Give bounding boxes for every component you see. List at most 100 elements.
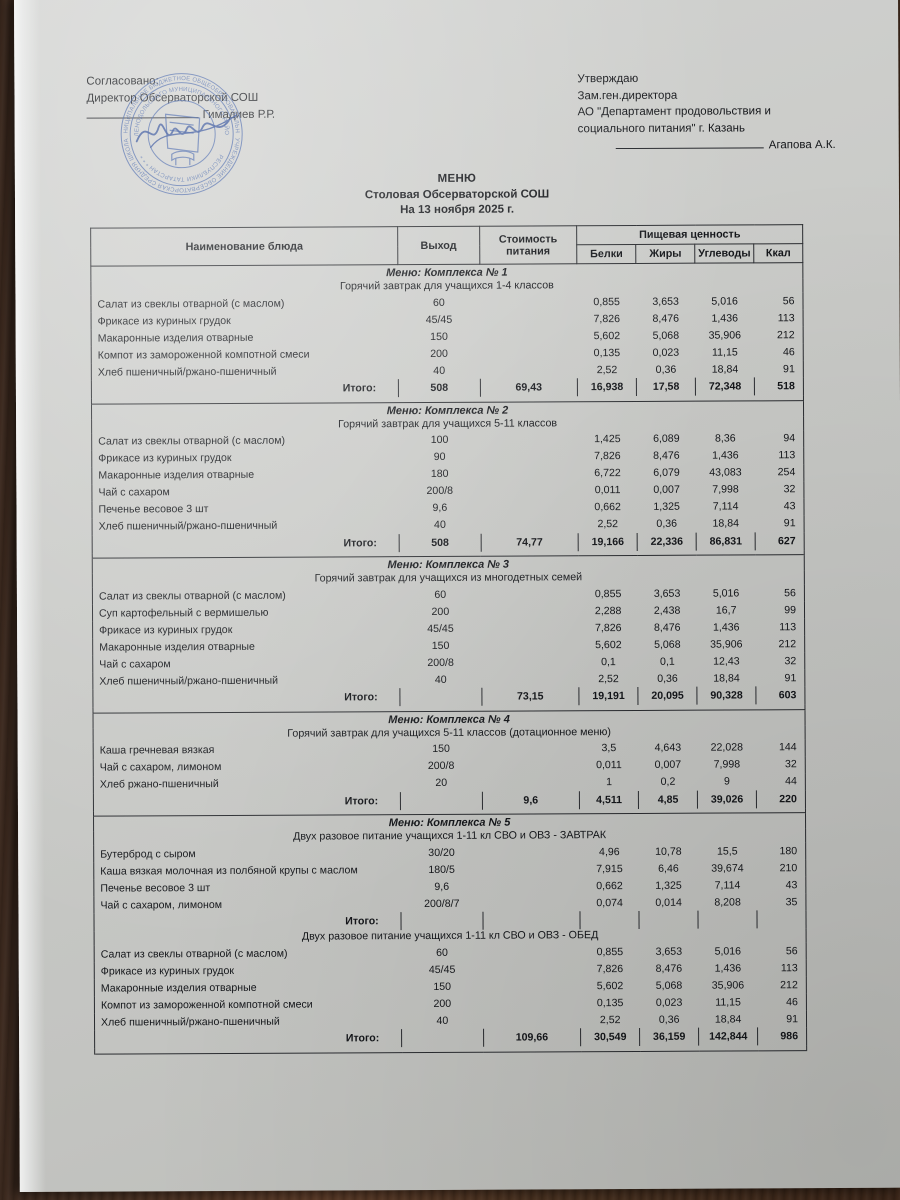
cell-fat: 6,079 [653, 466, 680, 479]
cell-kcal: 56 [755, 584, 805, 602]
cell-cost [483, 943, 581, 960]
cell-carbs: 1,436 [712, 449, 739, 462]
cell-kcal: 91 [757, 1010, 807, 1028]
cell-dish-name: Салат из свеклы отварной (с маслом) [91, 431, 399, 451]
cell-kcal: 144 [756, 738, 806, 756]
cell-kcal: 212 [754, 326, 804, 344]
cell-output: 150 [431, 639, 450, 652]
cell-carbs: 16,7 [715, 603, 737, 617]
cell-carbs: 7,114 [714, 878, 741, 892]
title-date: На 13 ноября 2025 г. [400, 203, 515, 217]
totals-output [400, 687, 482, 707]
cell-cost [481, 516, 579, 533]
totals-carbs: 86,831 [696, 531, 756, 551]
cell-protein: 7,826 [594, 450, 621, 463]
totals-carbs: 39,026 [697, 789, 757, 809]
cell-output: 100 [430, 433, 449, 446]
cell-dish-name: Печенье весовое 3 шт [91, 499, 400, 519]
cell-kcal: 113 [757, 959, 807, 977]
cell-dish-name: Хлеб пшеничный/ржано-пшеничный [92, 671, 401, 690]
cell-carbs: 18,84 [712, 517, 740, 530]
cell-kcal: 56 [754, 292, 804, 310]
cell-dish-name: Чай с сахаром, лимоном [93, 757, 401, 777]
totals-kcal: 627 [755, 531, 805, 550]
cell-cost [482, 843, 580, 860]
cell-protein: 2,52 [599, 1013, 621, 1026]
cell-kcal: 91 [754, 360, 804, 378]
cell-dish-name: Компот из замороженной компотной смеси [94, 995, 402, 1014]
cell-carbs: 18,84 [711, 362, 739, 376]
cell-cost [483, 960, 581, 977]
cell-output: 90 [433, 450, 446, 463]
cell-kcal: 99 [755, 601, 805, 619]
totals-protein [580, 910, 640, 930]
cell-fat: 0,36 [655, 363, 677, 376]
cell-cost [482, 860, 580, 877]
cell-cost [480, 482, 578, 499]
cell-fat: 3,653 [652, 295, 679, 308]
cell-kcal: 43 [755, 497, 805, 515]
cell-carbs: 9 [723, 775, 730, 788]
cell-cost [482, 740, 580, 757]
cell-protein: 5,602 [596, 979, 624, 992]
cell-kcal: 113 [754, 309, 804, 327]
cell-cost [480, 431, 578, 448]
cell-kcal: 32 [755, 480, 804, 498]
cell-output: 60 [434, 588, 447, 601]
cell-dish-name: Фрикасе из куриных грудок [91, 311, 399, 330]
cell-protein: 5,602 [595, 638, 622, 651]
cell-output: 60 [436, 946, 448, 959]
cell-cost [480, 361, 578, 378]
cell-carbs: 5,016 [712, 586, 740, 600]
menu-table-head: Наименование блюда Выход Стоимость питан… [90, 224, 803, 267]
col-carbs: Углеводы [694, 243, 754, 264]
cell-cost [479, 293, 577, 310]
cell-cost [480, 448, 578, 465]
menu-table-body: Меню: Комплекса № 1 Горячий завтрак для у… [90, 262, 807, 1055]
totals-cost [482, 911, 581, 930]
cell-cost [482, 774, 580, 791]
cell-carbs: 35,906 [710, 637, 743, 651]
cell-carbs: 5,016 [714, 944, 742, 958]
cell-dish-name: Каша гречневая вязкая [93, 740, 401, 760]
cell-cost [482, 894, 580, 911]
cell-dish-name: Бутерброд с сыром [93, 844, 401, 863]
cell-output: 40 [434, 518, 446, 531]
cell-fat: 5,068 [655, 979, 683, 992]
cell-output: 9,6 [432, 501, 448, 514]
cell-dish-name: Суп картофельный с вермишелью [92, 603, 400, 622]
cell-dish-name: Хлеб пшеничный/ржано-пшеничный [94, 1012, 402, 1031]
cell-output: 150 [433, 980, 452, 993]
approver-signature-row: Агапова А.К. [578, 136, 836, 155]
cell-carbs: 8,208 [714, 895, 741, 909]
totals-kcal: 518 [754, 377, 804, 396]
cell-dish-name: Салат из свеклы отварной (с маслом) [92, 586, 400, 605]
cell-protein: 1 [606, 776, 612, 789]
cell-protein: 0,662 [596, 879, 623, 892]
cell-cost [481, 585, 579, 602]
cell-fat: 4,643 [654, 741, 682, 754]
cell-dish-name: Чай с сахаром [91, 482, 400, 502]
cell-kcal: 254 [754, 463, 804, 481]
cell-carbs: 35,906 [708, 328, 742, 342]
cell-cost [480, 327, 578, 344]
cell-cost [481, 653, 579, 670]
cell-carbs: 15,5 [716, 844, 738, 858]
official-stamp-icon: МУНИЦИПАЛЬНОЕ БЮДЖЕТНОЕ ОБЩЕОБРАЗОВАТЕЛЬ… [119, 70, 243, 196]
totals-label: Итого: [91, 379, 399, 399]
cell-protein: 5,602 [593, 329, 621, 342]
cell-protein: 0,662 [594, 501, 621, 514]
totals-fat [639, 910, 699, 929]
cell-carbs: 1,436 [714, 961, 742, 975]
cell-carbs: 1,436 [711, 311, 739, 325]
totals-output: 508 [398, 378, 480, 398]
cell-output: 20 [435, 776, 448, 789]
cell-fat: 0,36 [658, 1013, 680, 1026]
cell-kcal: 94 [754, 429, 804, 447]
cell-output: 150 [432, 742, 450, 755]
cell-kcal: 180 [756, 842, 806, 860]
totals-protein: 16,938 [577, 377, 637, 397]
cell-output: 45/45 [427, 622, 454, 635]
cell-carbs: 8,36 [714, 432, 736, 445]
cell-dish-name: Макаронные изделия отварные [94, 978, 402, 997]
